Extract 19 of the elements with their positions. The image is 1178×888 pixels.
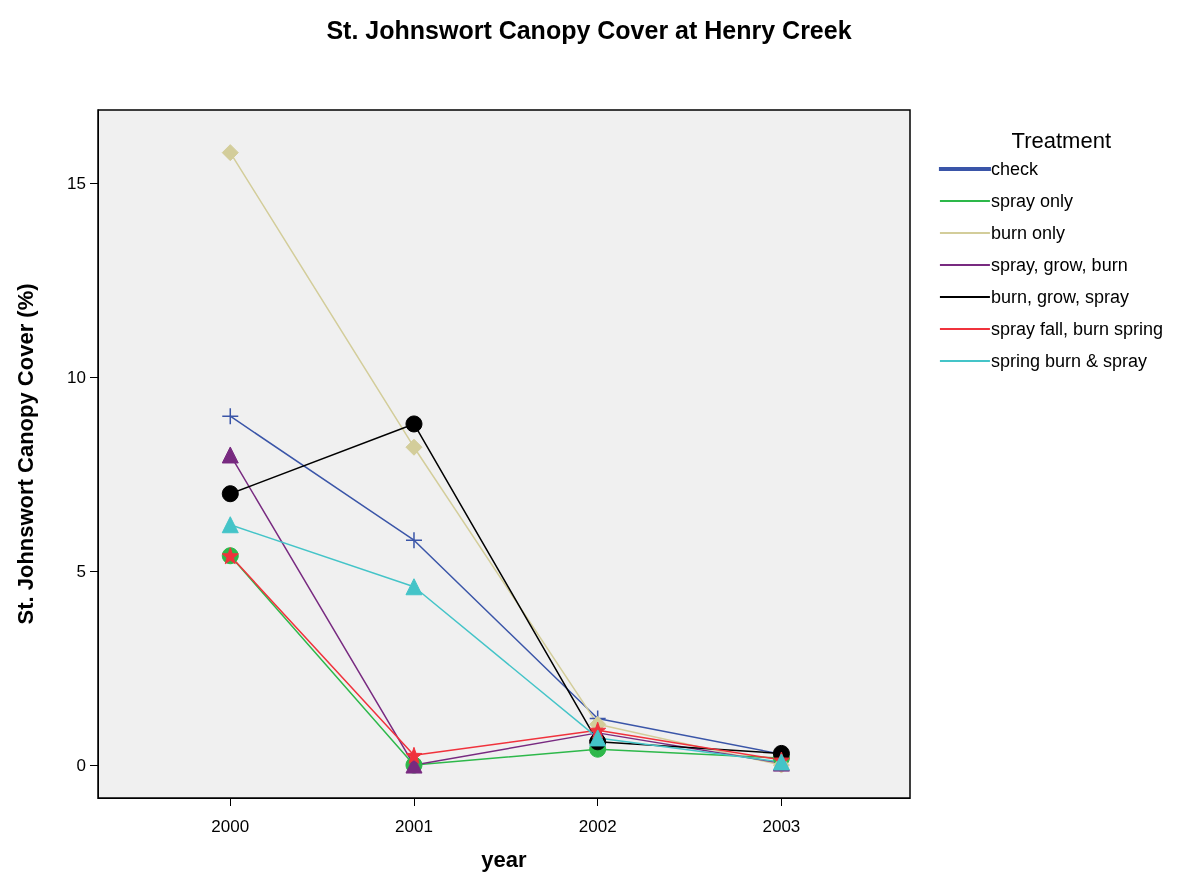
legend-label: spring burn & spray (990, 351, 1147, 371)
legend-label: spray, grow, burn (990, 255, 1128, 275)
y-tick-label: 15 (67, 174, 86, 194)
legend-label: burn, grow, spray (990, 287, 1129, 307)
y-tick-label: 0 (76, 755, 86, 775)
y-tick-label: 5 (76, 561, 86, 581)
y-tick-label: 10 (67, 367, 86, 387)
x-axis-title: year (481, 846, 528, 872)
legend-label: spray only (990, 191, 1073, 211)
legend-label: check (990, 159, 1039, 179)
x-tick-label: 2003 (762, 817, 801, 836)
x-tick-label: 2001 (395, 817, 433, 836)
legend-label: burn only (990, 223, 1065, 243)
legend-label: spray fall, burn spring (990, 319, 1164, 339)
x-tick-label: 2000 (211, 817, 250, 836)
chart-title: St. Johnswort Canopy Cover at Henry Creek (326, 15, 852, 44)
y-axis-title: St. Johnswort Canopy Cover (%) (12, 283, 38, 625)
x-tick-label: 2002 (578, 817, 617, 836)
legend-title: Treatment (1011, 127, 1112, 153)
